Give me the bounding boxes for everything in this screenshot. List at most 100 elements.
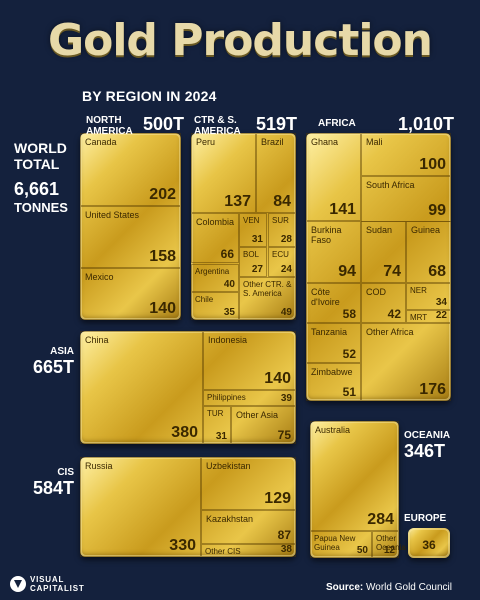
country-cell-zimbabwe: Zimbabwe 51 (306, 363, 361, 401)
country-name: Burkina Faso (311, 225, 342, 245)
country-name: Peru (196, 137, 216, 147)
country-value: 75 (277, 428, 291, 442)
country-value: 140 (149, 300, 176, 317)
region-total: 1,010T (398, 114, 455, 134)
country-cell-sudan: Sudan 74 (361, 221, 406, 283)
region-total: 665T (32, 357, 74, 377)
region-name: AFRICA (318, 118, 356, 129)
country-name: Indonesia (208, 335, 248, 345)
country-cell-china: China 380 (80, 331, 203, 444)
region-bar-africa: Ghana 141 Mali 100 South Africa 99 Burkina Fas… (306, 133, 451, 401)
country-cell-other-ctr-s-america: Other CTR. & S. America 49 (239, 277, 296, 320)
country-name: ECU (272, 250, 289, 259)
region-name: CIS (57, 467, 74, 478)
country-name: Chile (195, 295, 214, 304)
country-name: Zimbabwe (311, 367, 353, 377)
country-cell-brazil: Brazil 84 (256, 133, 296, 213)
logo-line2: CAPITALIST (30, 584, 85, 593)
country-name: Philippines (207, 393, 246, 402)
region-bar-ctr-s-america: Peru 137 Brazil 84 Colombia 66 VEN 31 SUR 28 Argen… (191, 133, 296, 320)
country-value: 129 (264, 490, 291, 507)
country-cell-indonesia: Indonesia 140 (203, 331, 296, 390)
country-cell-mali: Mali 100 (361, 133, 451, 176)
country-value: 284 (367, 511, 394, 528)
region-label-cis: CIS 584T (14, 467, 74, 498)
country-name: Argentina (195, 267, 230, 276)
country-name: SUR (272, 216, 289, 225)
country-cell-other-cis: Other CIS 38 (201, 544, 296, 557)
country-cell-mexico: Mexico 140 (80, 268, 181, 320)
country-value: 84 (273, 193, 291, 210)
country-name: COD (366, 287, 386, 297)
region-name: NORTH AMERICA (86, 115, 133, 137)
logo-icon (10, 576, 26, 592)
region-label-north-america: NORTH AMERICA (86, 115, 146, 137)
country-name: Ghana (311, 137, 339, 147)
region-name: EUROPE (404, 513, 447, 524)
country-value: 380 (171, 424, 198, 441)
country-value: 42 (387, 307, 401, 321)
country-value: 94 (338, 263, 356, 280)
country-cell-peru: Peru 137 (191, 133, 256, 213)
country-cell-guinea: Guinea 68 (406, 221, 451, 283)
region-label-oceania: OCEANIA 346T (404, 430, 464, 461)
region-label-europe: EUROPE (404, 513, 464, 524)
country-cell-tur: TUR 31 (203, 406, 231, 444)
page-subtitle: BY REGION IN 2024 (82, 88, 217, 104)
region-total: 346T (404, 441, 446, 461)
country-value: 176 (419, 381, 446, 398)
region-name: ASIA (50, 346, 74, 357)
country-value: 28 (280, 234, 292, 245)
country-name: BOL (243, 250, 260, 259)
region-bar-oceania: Australia 284 Papua New Guinea 50 Other Ocea… (310, 421, 406, 558)
country-value: 49 (280, 307, 292, 318)
country-cell-burkina-faso: Burkina Faso 94 (306, 221, 361, 283)
region-name: OCEANIA (404, 430, 451, 441)
country-value: 38 (280, 544, 292, 555)
country-name: Colombia (196, 217, 235, 227)
country-name: NER (410, 286, 427, 295)
source-label: Source: (326, 582, 364, 593)
country-cell-ecu: ECU 24 (268, 247, 296, 277)
country-value: 158 (149, 248, 176, 265)
country-cell-australia: Australia 284 (310, 421, 399, 531)
logo-line1: VISUAL (30, 575, 65, 584)
region-bar-north-america: Canada 202 United States 158 Mexico 140 (80, 133, 181, 320)
country-cell-uzbekistan: Uzbekistan 129 (201, 457, 296, 510)
country-cell-other-oceania: Other Oceania 12 (372, 531, 406, 558)
country-cell-philippines: Philippines 39 (203, 390, 296, 406)
region-total: 519T (256, 114, 298, 134)
country-cell-ven: VEN 31 (239, 213, 267, 247)
country-name: VEN (243, 216, 260, 225)
country-value: 140 (264, 370, 291, 387)
country-cell-tanzania: Tanzania 52 (306, 323, 361, 363)
region-total-wrap: 519T (256, 114, 297, 134)
country-value: 27 (251, 264, 263, 275)
country-name: Tanzania (311, 327, 348, 337)
country-value: 24 (280, 264, 292, 275)
country-name: Russia (85, 461, 113, 471)
country-name: Papua New Guinea (314, 534, 356, 552)
country-cell-other-africa: Other Africa 176 (361, 323, 451, 401)
country-value: 99 (428, 202, 446, 219)
country-value: 68 (428, 263, 446, 280)
world-total: WORLD TOTAL 6,661 TONNES (14, 140, 78, 215)
country-name: Brazil (261, 137, 284, 147)
visual-capitalist-logo: VISUAL CAPITALIST (10, 574, 120, 594)
region-name: CTR & S. AMERICA (194, 115, 241, 137)
world-total-value: 6,661 (14, 179, 60, 199)
country-cell-c-te-divoire: Côte d'Ivoire 58 (306, 283, 361, 323)
country-value: 74 (383, 263, 401, 280)
country-name: Australia (315, 425, 351, 435)
region-label-asia: ASIA 665T (14, 346, 74, 377)
country-value: 137 (224, 193, 251, 210)
region-label-ctr-s-america: CTR & S. AMERICA (194, 115, 254, 137)
country-value: 12 (383, 545, 395, 556)
country-cell-sur: SUR 28 (268, 213, 296, 247)
country-value: 58 (342, 307, 356, 321)
country-name: Mexico (85, 272, 114, 282)
country-name: Other CTR. & S. America (243, 280, 292, 298)
country-cell-canada: Canada 202 (80, 133, 181, 206)
source-note: Source: World Gold Council (326, 582, 452, 593)
country-name: Guinea (411, 225, 441, 235)
